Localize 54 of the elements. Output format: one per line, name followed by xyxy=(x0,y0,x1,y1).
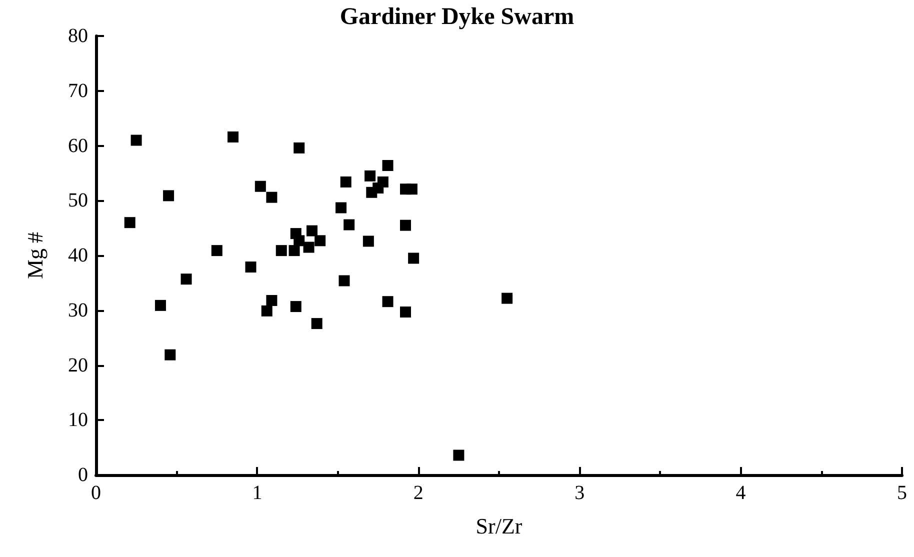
point xyxy=(406,184,418,195)
point xyxy=(276,245,287,256)
x-tick-label: 2 xyxy=(413,482,424,504)
point xyxy=(303,242,314,253)
point xyxy=(382,296,394,308)
point xyxy=(254,180,266,192)
y-tick-label: 80 xyxy=(68,25,88,47)
point xyxy=(364,170,376,182)
point xyxy=(261,305,272,316)
point xyxy=(400,220,412,231)
point xyxy=(502,292,513,304)
point xyxy=(400,306,412,318)
point xyxy=(314,235,326,246)
point xyxy=(163,190,174,202)
y-tick-label: 70 xyxy=(68,80,88,102)
point xyxy=(130,134,142,146)
point xyxy=(211,245,222,256)
point xyxy=(311,318,322,330)
point xyxy=(290,301,302,312)
chart-title: Gardiner Dyke Swarm xyxy=(340,4,574,30)
y-axis-title: Mg # xyxy=(22,232,48,280)
x-tick-label: 4 xyxy=(736,482,746,504)
point xyxy=(164,349,176,360)
y-tick-label: 60 xyxy=(68,134,88,157)
point xyxy=(228,131,239,142)
point xyxy=(245,262,256,273)
point xyxy=(124,217,136,228)
y-tick-label: 40 xyxy=(68,244,88,266)
point xyxy=(408,252,420,264)
point xyxy=(154,300,166,311)
point xyxy=(180,274,192,285)
y-tick-label: 0 xyxy=(78,464,88,486)
x-tick-label: 1 xyxy=(252,482,262,504)
point xyxy=(288,245,300,256)
point xyxy=(294,142,305,154)
point xyxy=(382,160,394,172)
y-tick-label: 30 xyxy=(68,299,88,322)
point xyxy=(362,236,374,247)
x-tick-label: 5 xyxy=(897,482,907,504)
point xyxy=(344,219,355,230)
x-axis-title: Sr/Zr xyxy=(476,514,523,538)
point xyxy=(453,450,464,461)
y-tick-label: 20 xyxy=(68,354,88,376)
point xyxy=(338,275,350,286)
y-tick-label: 50 xyxy=(68,190,88,212)
point xyxy=(266,192,278,203)
point xyxy=(336,202,347,214)
point xyxy=(366,186,378,198)
x-tick-label: 3 xyxy=(574,482,585,504)
point xyxy=(306,225,318,236)
point xyxy=(340,176,352,188)
point xyxy=(266,294,278,306)
y-tick-label: 10 xyxy=(68,409,88,432)
point xyxy=(294,235,305,246)
